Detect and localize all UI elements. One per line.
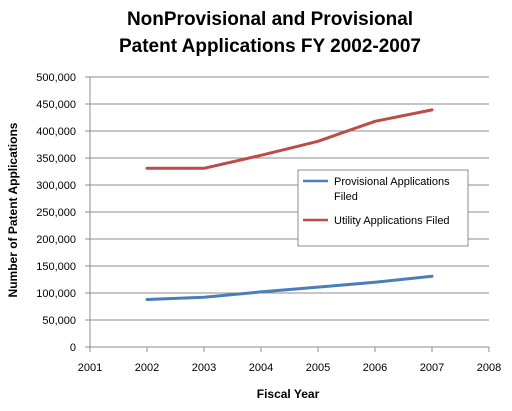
series-line-utility — [147, 110, 432, 168]
y-tick-label: 250,000 — [36, 207, 76, 219]
x-tick-label: 2007 — [420, 362, 444, 374]
legend-label-provisional-line-1: Provisional Applications — [334, 176, 450, 188]
legend: Provisional Applications Filed Utility A… — [298, 170, 468, 246]
chart-title-line-1: NonProvisional and Provisional — [127, 9, 413, 30]
y-tick-label: 0 — [70, 342, 76, 354]
y-tick-label: 200,000 — [36, 234, 76, 246]
y-tick-label: 150,000 — [36, 261, 76, 273]
legend-label-utility: Utility Applications Filed — [334, 215, 450, 227]
x-tick-labels: 2001 2002 2003 2004 2005 2006 2007 2008 — [78, 362, 501, 374]
series-line-provisional — [147, 276, 432, 299]
x-tick-label: 2006 — [363, 362, 387, 374]
y-tick-label: 350,000 — [36, 153, 76, 165]
x-tick-label: 2001 — [78, 362, 102, 374]
x-tick-label: 2004 — [249, 362, 273, 374]
x-axis-title: Fiscal Year — [257, 387, 320, 401]
y-tick-labels: 0 50,000 100,000 150,000 200,000 250,000 300,0… — [36, 72, 76, 354]
y-axis-title: Number of Patent Applications — [6, 122, 20, 297]
chart-title: NonProvisional and Provisional Patent Ap… — [119, 9, 421, 57]
y-tick-label: 400,000 — [36, 126, 76, 138]
y-tick-label: 500,000 — [36, 72, 76, 84]
y-tick-label: 450,000 — [36, 99, 76, 111]
x-tick-label: 2002 — [135, 362, 159, 374]
chart-title-line-2: Patent Applications FY 2002-2007 — [119, 36, 421, 57]
x-tick-label: 2003 — [192, 362, 216, 374]
x-tick-label: 2008 — [477, 362, 501, 374]
y-tick-label: 50,000 — [42, 315, 76, 327]
legend-label-provisional-line-2: Filed — [334, 191, 358, 203]
y-tick-label: 300,000 — [36, 180, 76, 192]
y-tick-label: 100,000 — [36, 288, 76, 300]
x-tick-label: 2005 — [306, 362, 330, 374]
